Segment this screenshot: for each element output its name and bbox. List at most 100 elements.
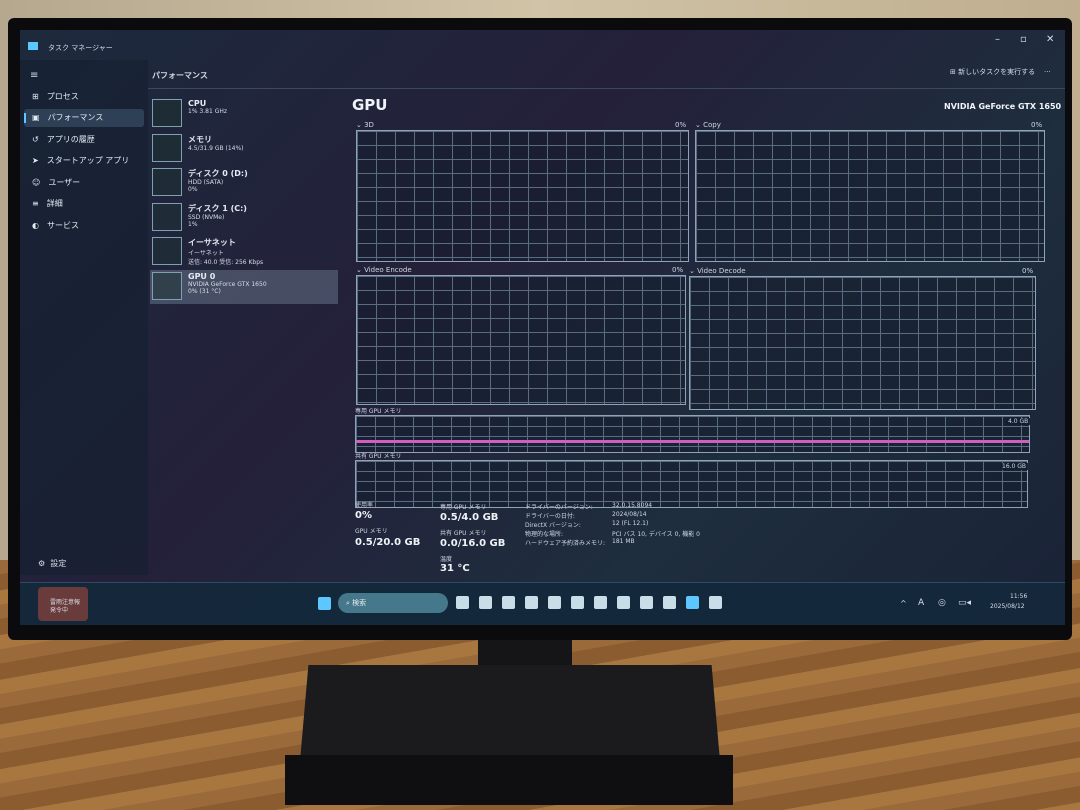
graph-value: 0% — [1022, 267, 1034, 275]
device-thumbnail — [152, 99, 182, 127]
shr-mem-label: 共有 GPU メモリ — [440, 530, 487, 537]
files-icon[interactable] — [456, 596, 469, 609]
device-thumbnail — [152, 168, 182, 196]
graph-name: Copy — [703, 121, 721, 129]
device-name: CPU — [188, 99, 207, 108]
device-thumbnail — [152, 133, 182, 162]
startup-icon: ➤ — [32, 156, 39, 165]
info-value: PCI バス 10, デバイス 0, 機能 0 — [612, 531, 700, 538]
graph-value: 0% — [1031, 121, 1043, 129]
graph-name: Video Encode — [364, 266, 412, 274]
clock-time[interactable]: 11:56 — [1010, 593, 1028, 600]
graph-2 — [356, 275, 686, 405]
device-name: メモリ — [188, 134, 212, 144]
nav-item-4[interactable]: ☺ ユーザー — [24, 173, 144, 191]
gpu-model: NVIDIA GeForce GTX 1650 — [944, 102, 1062, 111]
explorer-icon[interactable] — [525, 596, 538, 609]
volume-icon[interactable]: ▭◂ — [958, 598, 972, 608]
graph-value: 0% — [672, 266, 684, 274]
users-icon: ☺ — [32, 177, 41, 187]
chat-icon[interactable] — [571, 596, 584, 609]
nav-item-6[interactable]: ◐ サービス — [24, 216, 144, 234]
dedicated-mem-graph — [355, 415, 1030, 453]
device-item-1[interactable]: メモリ 4.5/31.9 GB (14%) — [150, 132, 338, 166]
device-item-5[interactable]: GPU 0 NVIDIA GeForce GTX 1650 0% (31 °C) — [150, 269, 338, 304]
more-button[interactable]: ... — [1044, 66, 1051, 74]
store-icon[interactable] — [548, 596, 561, 609]
nav-item-3[interactable]: ➤ スタートアップ アプリ — [24, 152, 144, 170]
close-button[interactable]: ✕ — [1046, 34, 1055, 45]
graph-name: Video Decode — [697, 267, 746, 275]
details-icon: ≡ — [32, 199, 39, 208]
window-title: タスク マネージャー — [48, 44, 113, 52]
device-item-0[interactable]: CPU 1% 3.81 GHz — [150, 97, 338, 131]
run-new-task-button[interactable]: ⊞ 新しいタスクを実行する — [950, 68, 1036, 76]
graph-title[interactable]: ⌄ Copy — [695, 121, 721, 129]
shr-mem-value: 0.0/16.0 GB — [440, 538, 506, 549]
device-name: ディスク 1 (C:) — [188, 203, 247, 213]
network-icon[interactable]: ◎ — [938, 598, 946, 608]
edge-icon[interactable] — [502, 596, 515, 609]
weather-widget[interactable]: 雷雨注意報 発令中 — [38, 587, 88, 621]
search-label: 検索 — [352, 599, 367, 607]
device-item-4[interactable]: イーサネット イーサネット 送信: 40.0 受信: 256 Kbps — [150, 235, 338, 269]
tray-chevron-icon[interactable]: ^ — [900, 599, 907, 608]
ime-indicator[interactable]: A — [918, 598, 925, 608]
settings-button[interactable]: ⚙ 設定 — [38, 558, 66, 569]
gpu-mem-label: GPU メモリ — [355, 528, 388, 535]
device-name: ディスク 0 (D:) — [188, 169, 248, 178]
app2-icon[interactable] — [617, 596, 630, 609]
shared-mem-graph — [355, 460, 1028, 508]
nav-item-label: スタートアップ アプリ — [46, 156, 130, 165]
nav-item-0[interactable]: ⊞ プロセス — [24, 87, 144, 105]
settings-label: 設定 — [50, 559, 67, 568]
info-key: ドライバーの日付: — [525, 513, 575, 520]
device-item-2[interactable]: ディスク 0 (D:) HDD (SATA) 0% — [150, 166, 338, 200]
maximize-button[interactable]: ▫ — [1020, 34, 1027, 45]
info-value: 2024/08/14 — [612, 511, 647, 518]
steam-icon[interactable] — [663, 596, 676, 609]
ded-mem-label: 専用 GPU メモリ — [440, 504, 487, 511]
app3-icon[interactable] — [640, 596, 653, 609]
device-sub1: NVIDIA GeForce GTX 1650 — [188, 280, 267, 288]
info-key: ハードウェア予約済みメモリ: — [525, 540, 606, 547]
nav-item-label: アプリの履歴 — [46, 134, 95, 144]
device-sub1: イーサネット — [188, 250, 224, 257]
nav-item-1[interactable]: ▣ パフォーマンス — [24, 108, 144, 127]
graph-title[interactable]: ⌄ Video Decode — [689, 267, 746, 275]
device-thumbnail — [152, 202, 182, 231]
hamburger-icon[interactable]: ≡ — [30, 70, 39, 81]
device-name: イーサネット — [188, 238, 236, 247]
nav-item-2[interactable]: ↺ アプリの履歴 — [24, 130, 144, 148]
clock-date[interactable]: 2025/08/12 — [990, 603, 1025, 610]
search-icon: ⌕ — [346, 599, 353, 607]
graph-title[interactable]: ⌄ Video Encode — [356, 266, 412, 274]
settings-icon[interactable] — [709, 596, 722, 609]
info-value: 32.0.15.8094 — [612, 502, 653, 509]
device-item-3[interactable]: ディスク 1 (C:) SSD (NVMe) 1% — [150, 201, 338, 235]
device-thumbnail — [152, 271, 182, 300]
taskmanager-icon[interactable] — [686, 596, 699, 609]
device-name: GPU 0 — [188, 271, 216, 281]
graph-title[interactable]: ⌄ 3D — [356, 121, 374, 129]
device-sub2: 1% — [188, 220, 198, 228]
nav-item-label: 詳細 — [46, 199, 63, 208]
nav-item-5[interactable]: ≡ 詳細 — [24, 195, 144, 213]
gpu-mem-value: 0.5/20.0 GB — [355, 537, 421, 548]
graph-name: 3D — [364, 121, 374, 129]
info-key: ドライバーのバージョン: — [525, 504, 593, 511]
dedicated-mem-max: 4.0 GB — [1006, 418, 1031, 425]
monitor-stand-base — [300, 665, 720, 761]
minimize-button[interactable]: – — [995, 34, 1000, 45]
temp-value: 31 °C — [440, 563, 470, 574]
start-button[interactable] — [318, 597, 331, 610]
device-sub2: 送信: 40.0 受信: 256 Kbps — [188, 259, 264, 266]
graph-0 — [356, 130, 689, 262]
graph-3 — [689, 276, 1036, 410]
word-icon[interactable] — [594, 596, 607, 609]
search-box[interactable]: ⌕ 検索 — [338, 593, 448, 613]
nav-item-label: ユーザー — [48, 177, 81, 187]
app-icon[interactable] — [479, 596, 492, 609]
device-sub1: SSD (NVMe) — [188, 213, 225, 221]
weather-line1: 雷雨注意報 — [50, 599, 81, 606]
